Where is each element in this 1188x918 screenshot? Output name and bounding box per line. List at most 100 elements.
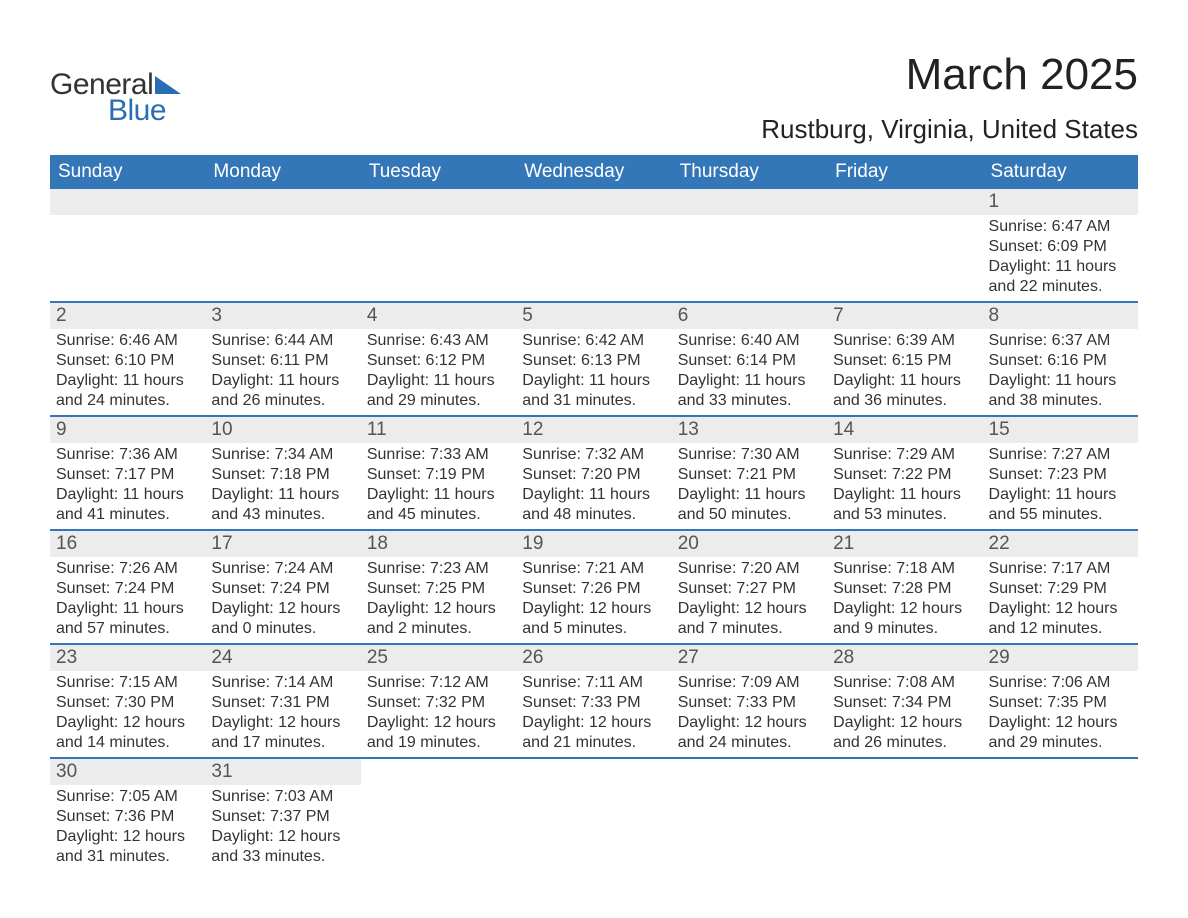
weekday-header-row: Sunday Monday Tuesday Wednesday Thursday… (50, 155, 1138, 189)
daylight-1: Daylight: 11 hours (211, 371, 354, 391)
daylight-2: and 24 minutes. (678, 733, 821, 753)
daylight-1: Daylight: 11 hours (56, 599, 199, 619)
calendar-day: 21Sunrise: 7:18 AMSunset: 7:28 PMDayligh… (827, 531, 982, 643)
sunset: Sunset: 7:35 PM (989, 693, 1132, 713)
calendar-week: 23Sunrise: 7:15 AMSunset: 7:30 PMDayligh… (50, 643, 1138, 757)
weekday-tuesday: Tuesday (361, 155, 516, 189)
daylight-1: Daylight: 11 hours (678, 485, 821, 505)
day-number: 28 (827, 645, 982, 671)
daylight-2: and 31 minutes. (522, 391, 665, 411)
daylight-1: Daylight: 12 hours (522, 713, 665, 733)
day-details: Sunrise: 7:20 AMSunset: 7:27 PMDaylight:… (672, 557, 827, 643)
daylight-2: and 33 minutes. (211, 847, 354, 867)
sunrise: Sunrise: 7:15 AM (56, 673, 199, 693)
weekday-friday: Friday (827, 155, 982, 189)
day-number: 24 (205, 645, 360, 671)
day-details: Sunrise: 7:27 AMSunset: 7:23 PMDaylight:… (983, 443, 1138, 529)
daylight-2: and 55 minutes. (989, 505, 1132, 525)
weekday-thursday: Thursday (672, 155, 827, 189)
daylight-2: and 21 minutes. (522, 733, 665, 753)
sunrise: Sunrise: 7:12 AM (367, 673, 510, 693)
calendar-day: 3Sunrise: 6:44 AMSunset: 6:11 PMDaylight… (205, 303, 360, 415)
sunset: Sunset: 6:09 PM (989, 237, 1132, 257)
calendar-day (827, 189, 982, 301)
calendar-week: 9Sunrise: 7:36 AMSunset: 7:17 PMDaylight… (50, 415, 1138, 529)
day-number: 2 (50, 303, 205, 329)
daylight-1: Daylight: 12 hours (989, 713, 1132, 733)
sunset: Sunset: 7:25 PM (367, 579, 510, 599)
sunrise: Sunrise: 7:26 AM (56, 559, 199, 579)
daylight-2: and 31 minutes. (56, 847, 199, 867)
day-number: 1 (983, 189, 1138, 215)
day-details: Sunrise: 6:47 AMSunset: 6:09 PMDaylight:… (983, 215, 1138, 301)
sunset: Sunset: 7:36 PM (56, 807, 199, 827)
sunrise: Sunrise: 6:46 AM (56, 331, 199, 351)
calendar-day (205, 189, 360, 301)
daylight-2: and 0 minutes. (211, 619, 354, 639)
sunrise: Sunrise: 7:09 AM (678, 673, 821, 693)
calendar-day: 15Sunrise: 7:27 AMSunset: 7:23 PMDayligh… (983, 417, 1138, 529)
daylight-1: Daylight: 11 hours (522, 371, 665, 391)
calendar-day (516, 759, 671, 871)
calendar-day: 25Sunrise: 7:12 AMSunset: 7:32 PMDayligh… (361, 645, 516, 757)
sunrise: Sunrise: 7:18 AM (833, 559, 976, 579)
sunrise: Sunrise: 7:23 AM (367, 559, 510, 579)
calendar-day: 6Sunrise: 6:40 AMSunset: 6:14 PMDaylight… (672, 303, 827, 415)
calendar-day: 13Sunrise: 7:30 AMSunset: 7:21 PMDayligh… (672, 417, 827, 529)
daylight-1: Daylight: 11 hours (989, 371, 1132, 391)
day-details: Sunrise: 7:32 AMSunset: 7:20 PMDaylight:… (516, 443, 671, 529)
sunset: Sunset: 7:31 PM (211, 693, 354, 713)
day-details: Sunrise: 7:09 AMSunset: 7:33 PMDaylight:… (672, 671, 827, 757)
day-details: Sunrise: 7:18 AMSunset: 7:28 PMDaylight:… (827, 557, 982, 643)
daylight-2: and 22 minutes. (989, 277, 1132, 297)
sunset: Sunset: 7:21 PM (678, 465, 821, 485)
calendar-day: 2Sunrise: 6:46 AMSunset: 6:10 PMDaylight… (50, 303, 205, 415)
weekday-sunday: Sunday (50, 155, 205, 189)
sunrise: Sunrise: 7:24 AM (211, 559, 354, 579)
day-number: 22 (983, 531, 1138, 557)
calendar-day (361, 189, 516, 301)
sunset: Sunset: 7:19 PM (367, 465, 510, 485)
sunset: Sunset: 7:32 PM (367, 693, 510, 713)
day-number: 15 (983, 417, 1138, 443)
daylight-2: and 17 minutes. (211, 733, 354, 753)
daylight-1: Daylight: 11 hours (522, 485, 665, 505)
daylight-2: and 7 minutes. (678, 619, 821, 639)
logo: General Blue (50, 50, 181, 128)
daylight-1: Daylight: 12 hours (56, 827, 199, 847)
daylight-1: Daylight: 12 hours (678, 713, 821, 733)
calendar-week: 1Sunrise: 6:47 AMSunset: 6:09 PMDaylight… (50, 189, 1138, 301)
day-number (361, 189, 516, 215)
calendar-day (672, 189, 827, 301)
calendar-day: 9Sunrise: 7:36 AMSunset: 7:17 PMDaylight… (50, 417, 205, 529)
day-details: Sunrise: 7:17 AMSunset: 7:29 PMDaylight:… (983, 557, 1138, 643)
day-number: 13 (672, 417, 827, 443)
sunset: Sunset: 6:15 PM (833, 351, 976, 371)
calendar-week: 30Sunrise: 7:05 AMSunset: 7:36 PMDayligh… (50, 757, 1138, 871)
sunrise: Sunrise: 7:17 AM (989, 559, 1132, 579)
calendar-day: 14Sunrise: 7:29 AMSunset: 7:22 PMDayligh… (827, 417, 982, 529)
daylight-1: Daylight: 12 hours (678, 599, 821, 619)
day-details: Sunrise: 7:03 AMSunset: 7:37 PMDaylight:… (205, 785, 360, 871)
sunrise: Sunrise: 7:21 AM (522, 559, 665, 579)
daylight-1: Daylight: 11 hours (833, 371, 976, 391)
calendar-day (50, 189, 205, 301)
daylight-2: and 14 minutes. (56, 733, 199, 753)
logo-sail-icon (155, 76, 181, 94)
sunset: Sunset: 7:23 PM (989, 465, 1132, 485)
sunset: Sunset: 7:17 PM (56, 465, 199, 485)
daylight-2: and 26 minutes. (833, 733, 976, 753)
sunset: Sunset: 7:33 PM (678, 693, 821, 713)
calendar-day: 24Sunrise: 7:14 AMSunset: 7:31 PMDayligh… (205, 645, 360, 757)
weekday-saturday: Saturday (983, 155, 1138, 189)
calendar-day: 8Sunrise: 6:37 AMSunset: 6:16 PMDaylight… (983, 303, 1138, 415)
sunset: Sunset: 7:30 PM (56, 693, 199, 713)
day-number: 31 (205, 759, 360, 785)
daylight-1: Daylight: 11 hours (678, 371, 821, 391)
sunrise: Sunrise: 6:43 AM (367, 331, 510, 351)
calendar-day: 31Sunrise: 7:03 AMSunset: 7:37 PMDayligh… (205, 759, 360, 871)
daylight-1: Daylight: 11 hours (367, 485, 510, 505)
daylight-2: and 5 minutes. (522, 619, 665, 639)
calendar-day (672, 759, 827, 871)
day-number: 19 (516, 531, 671, 557)
